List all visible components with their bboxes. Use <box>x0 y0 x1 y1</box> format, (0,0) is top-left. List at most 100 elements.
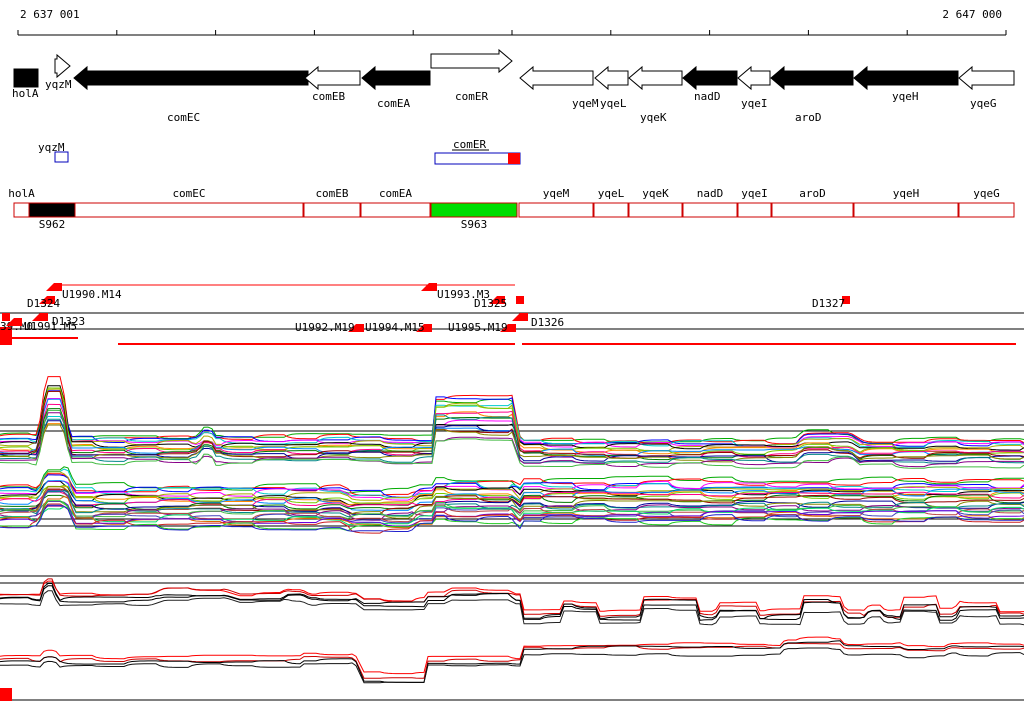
expression-trace <box>0 473 1024 496</box>
segment-aroD[interactable] <box>771 202 854 218</box>
expression-trace <box>0 500 1024 527</box>
expression-trace <box>0 376 1024 445</box>
segment-yqeH[interactable] <box>853 202 959 218</box>
segment-label-yqeH: yqeH <box>893 187 920 200</box>
expression-trace <box>0 471 1024 501</box>
probe-flag-U1995.M19 <box>500 324 508 332</box>
feature-label-yqzM: yqzM <box>38 141 65 154</box>
ratio-panel-lower <box>0 636 1024 701</box>
gene-yqeM[interactable] <box>519 65 594 91</box>
expression-trace <box>0 387 1024 455</box>
gene-label-holA: holA <box>12 87 39 100</box>
feature-box-yqzM[interactable] <box>54 151 69 163</box>
segment-yqeM[interactable] <box>518 202 594 218</box>
segment-label-comEA: comEA <box>379 187 412 200</box>
segment-comEB[interactable] <box>303 202 361 218</box>
expression-trace <box>0 486 1024 519</box>
gene-comER[interactable] <box>430 48 513 74</box>
expression-panel-upper <box>0 376 1024 469</box>
feature-box-comER[interactable] <box>434 152 521 165</box>
segment-S963[interactable] <box>430 202 518 218</box>
probe-marker-U1992.M19[interactable] <box>356 324 364 332</box>
feature-label-comER[interactable]: comER <box>453 138 486 151</box>
probe-flag-D1323 <box>32 313 40 321</box>
gene-arrow-track: holA yqzM comEC comEB comEA comER yqeM yqeL yqeK… <box>12 48 1015 124</box>
segment-yqeK[interactable] <box>628 202 683 218</box>
gene-yqeG[interactable] <box>958 65 1015 91</box>
probe-label-39.M0: 39.M0 <box>0 320 33 333</box>
gene-label-aroD: aroD <box>795 111 822 124</box>
gene-yqeK[interactable] <box>628 65 683 91</box>
probe-label-D1324: D1324 <box>27 297 60 310</box>
bottom-left-red-marker <box>0 688 12 701</box>
gene-comEA[interactable] <box>361 65 431 91</box>
probe-label-U1992.M19: U1992.M19 <box>295 321 355 334</box>
segment-nadD[interactable] <box>682 202 738 218</box>
segment-comEA[interactable] <box>360 202 431 218</box>
gene-holA[interactable] <box>13 68 39 88</box>
probe-marker-U1991.M5[interactable] <box>14 318 22 326</box>
segment-label-comEB: comEB <box>315 187 348 200</box>
segment-yqeG[interactable] <box>958 202 1015 218</box>
probe-label-D1323: D1323 <box>52 315 85 328</box>
expression-trace <box>0 488 1024 523</box>
expression-panel-lower <box>0 466 1024 534</box>
probe-flag-D1325 <box>489 296 497 304</box>
gene-comEC[interactable] <box>73 65 309 91</box>
gene-yqeI[interactable] <box>737 65 771 91</box>
probe-marker-39.M0[interactable] <box>2 313 10 321</box>
segment-holA[interactable] <box>13 202 30 218</box>
probe-flag-D1324 <box>39 296 47 304</box>
expression-trace <box>0 402 1024 448</box>
gene-aroD[interactable] <box>770 65 854 91</box>
probe-marker-D1324[interactable] <box>47 296 55 304</box>
expression-trace <box>0 466 1024 494</box>
expression-trace <box>0 480 1024 511</box>
probe-marker-D1327[interactable] <box>842 296 850 304</box>
expression-trace <box>0 390 1024 444</box>
probe-marker-D1325[interactable] <box>497 296 505 304</box>
probe-label-U1990.M14: U1990.M14 <box>62 288 122 301</box>
ruler-start-coordinate: 2 637 001 <box>20 8 80 21</box>
expression-trace <box>0 385 1024 451</box>
gene-yqeH[interactable] <box>853 65 959 91</box>
gene-label-yqeG: yqeG <box>970 97 997 110</box>
segment-comEC[interactable] <box>74 202 304 218</box>
probe-marker-U1990.M14[interactable] <box>54 283 62 291</box>
expression-trace <box>0 647 1024 684</box>
probe-marker-D1323[interactable] <box>40 313 48 321</box>
probe-flag-U1991.M5 <box>6 318 14 326</box>
probe-flag-U1993.M3 <box>421 283 429 291</box>
feature-track: yqzM comER <box>38 138 521 165</box>
probe-marker-U1993.M3[interactable] <box>429 283 437 291</box>
probe-label-D1326: D1326 <box>531 316 564 329</box>
expression-trace <box>0 636 1024 675</box>
gene-yqzM[interactable] <box>54 53 71 79</box>
segment-label-nadD: nadD <box>697 187 724 200</box>
segment-S962[interactable] <box>28 202 76 218</box>
probe-flag-U1994.M15 <box>416 324 424 332</box>
expression-trace <box>0 489 1024 518</box>
gene-comEB[interactable] <box>304 65 361 91</box>
probe-marker-D1326[interactable] <box>520 313 528 321</box>
segment-yqeI[interactable] <box>737 202 772 218</box>
gene-label-comER: comER <box>455 90 488 103</box>
probe-marker[interactable] <box>516 296 524 304</box>
segment-label-yqeG: yqeG <box>973 187 1000 200</box>
feature-cap-comER <box>508 153 520 164</box>
expression-trace <box>0 583 1024 619</box>
expression-trace <box>0 500 1024 532</box>
expression-trace <box>0 408 1024 461</box>
probe-marker-U1994.M15[interactable] <box>424 324 432 332</box>
expression-trace <box>0 420 1024 463</box>
segment-yqeL[interactable] <box>593 202 629 218</box>
gene-yqeL[interactable] <box>594 65 629 91</box>
expression-trace <box>0 504 1024 532</box>
probe-label-U1993.M3: U1993.M3 <box>437 288 490 301</box>
gene-nadD[interactable] <box>682 65 738 91</box>
expression-trace <box>0 640 1024 683</box>
probe-marker-U1995.M19[interactable] <box>508 324 516 332</box>
